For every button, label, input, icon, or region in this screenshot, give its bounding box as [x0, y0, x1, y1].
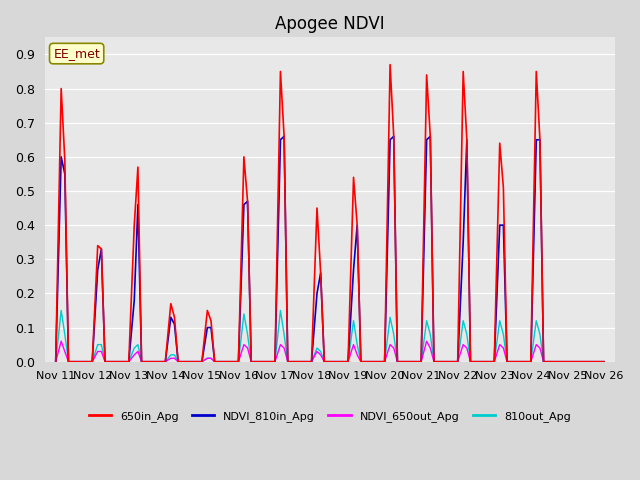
- Text: EE_met: EE_met: [53, 47, 100, 60]
- Legend: 650in_Apg, NDVI_810in_Apg, NDVI_650out_Apg, 810out_Apg: 650in_Apg, NDVI_810in_Apg, NDVI_650out_A…: [84, 406, 575, 426]
- Title: Apogee NDVI: Apogee NDVI: [275, 15, 385, 33]
